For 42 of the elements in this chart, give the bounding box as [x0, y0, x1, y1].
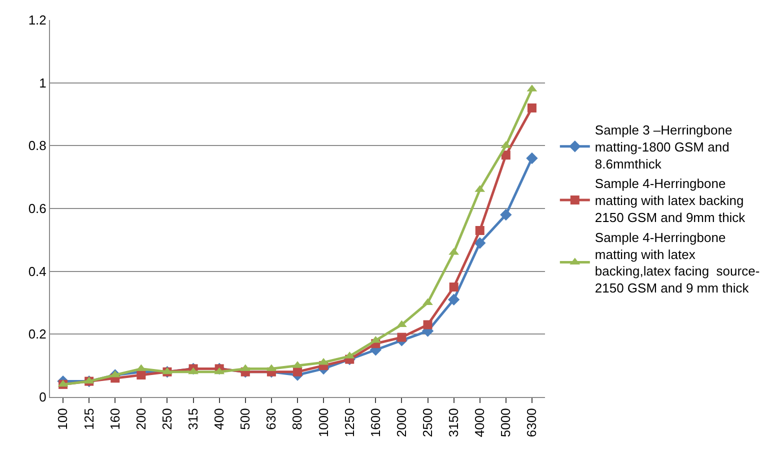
point [188, 367, 198, 374]
point [448, 294, 460, 306]
x-tick-label: 200 [133, 408, 148, 430]
y-tick-label: 0.6 [28, 201, 46, 216]
point [526, 152, 538, 164]
legend-label: Sample 4-Herringbone matting with latex backing 2150 GSM and 9mm thick [594, 176, 746, 226]
x-tick-label: 250 [159, 408, 174, 430]
x-tick-label: 4000 [472, 408, 488, 438]
x-tick-label: 500 [238, 408, 253, 430]
x-tick-label: 1600 [368, 408, 383, 438]
x-tick-label: 5000 [498, 408, 514, 438]
point [449, 282, 458, 292]
legend-label: Sample 3 –Herringbone matting-1800 GSM and 8.6mmthick [594, 122, 732, 172]
y-tick-label: 0.4 [28, 264, 46, 279]
point [397, 332, 406, 342]
point [501, 150, 510, 160]
legend-label: Sample 4-Herringbone matting with latex backing,latex facing source- 2150 GSM and 9 mm thick [594, 230, 760, 296]
y-tick-label: 0.2 [28, 326, 46, 342]
x-tick-label: 2500 [420, 408, 435, 438]
y-tick-label: 1 [39, 75, 46, 90]
point [500, 208, 512, 221]
y-tick-label: 0 [39, 390, 46, 405]
x-tick-label: 400 [212, 408, 227, 430]
x-tick-label: 630 [264, 408, 279, 430]
point [475, 226, 484, 235]
x-tick-label: 1000 [316, 408, 331, 438]
point [293, 367, 302, 376]
point [527, 103, 536, 112]
x-tick-label: 1250 [342, 408, 357, 438]
x-tick-label: 800 [290, 408, 305, 430]
x-tick-label: 100 [55, 408, 70, 430]
x-tick-label: 3150 [446, 408, 462, 438]
point [136, 370, 146, 380]
x-tick-label: 6300 [524, 408, 540, 438]
x-tick-label: 125 [81, 408, 96, 430]
x-tick-label: 315 [186, 408, 201, 430]
point [423, 320, 432, 330]
point [474, 237, 486, 249]
x-tick-label: 2000 [394, 408, 409, 438]
y-tick-label: 1.2 [28, 12, 46, 28]
y-tick-label: 0.8 [28, 138, 46, 154]
x-tick-label: 160 [107, 408, 122, 430]
